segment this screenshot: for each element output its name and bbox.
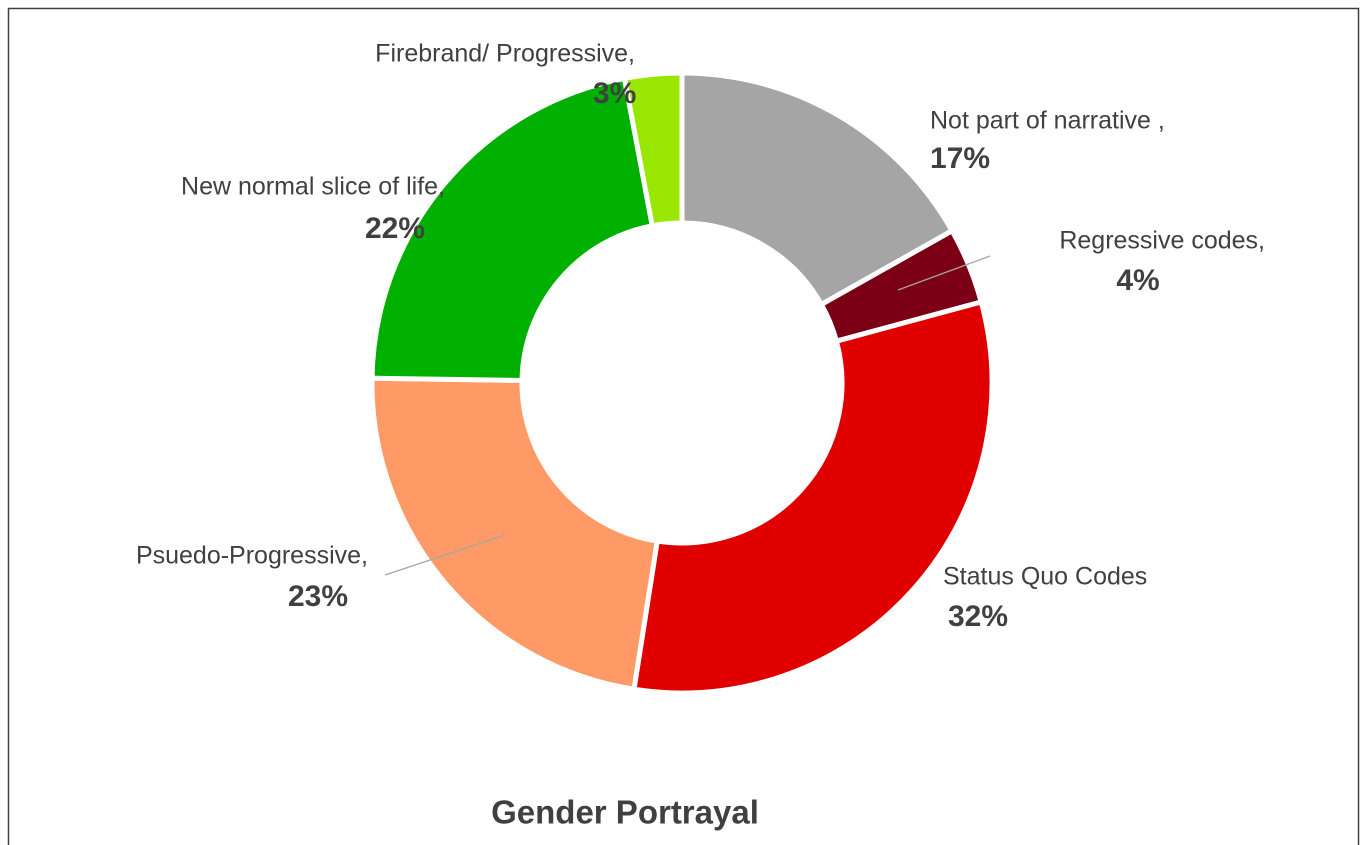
leader-line <box>384 534 506 576</box>
donut-slice <box>369 375 661 693</box>
chart-title: Gender Portrayal <box>491 794 759 831</box>
leader-line <box>897 255 991 291</box>
value-label: 32% <box>948 600 1008 633</box>
category-label: Psuedo-Progressive, <box>136 542 368 570</box>
donut-slice <box>679 70 956 308</box>
category-label: Regressive codes, <box>1059 227 1265 255</box>
donut-slice <box>631 298 995 696</box>
donut-slice <box>369 75 656 384</box>
value-label: 23% <box>288 580 348 613</box>
category-label: New normal slice of life, <box>181 173 445 201</box>
value-label: 3% <box>593 77 636 110</box>
donut-slice <box>621 70 685 229</box>
category-label: Firebrand/ Progressive, <box>375 40 635 68</box>
category-label: Status Quo Codes <box>943 563 1147 591</box>
value-label: 4% <box>1116 264 1159 297</box>
value-label: 17% <box>930 142 990 175</box>
category-label: Not part of narrative , <box>930 107 1165 135</box>
value-label: 22% <box>365 212 425 245</box>
